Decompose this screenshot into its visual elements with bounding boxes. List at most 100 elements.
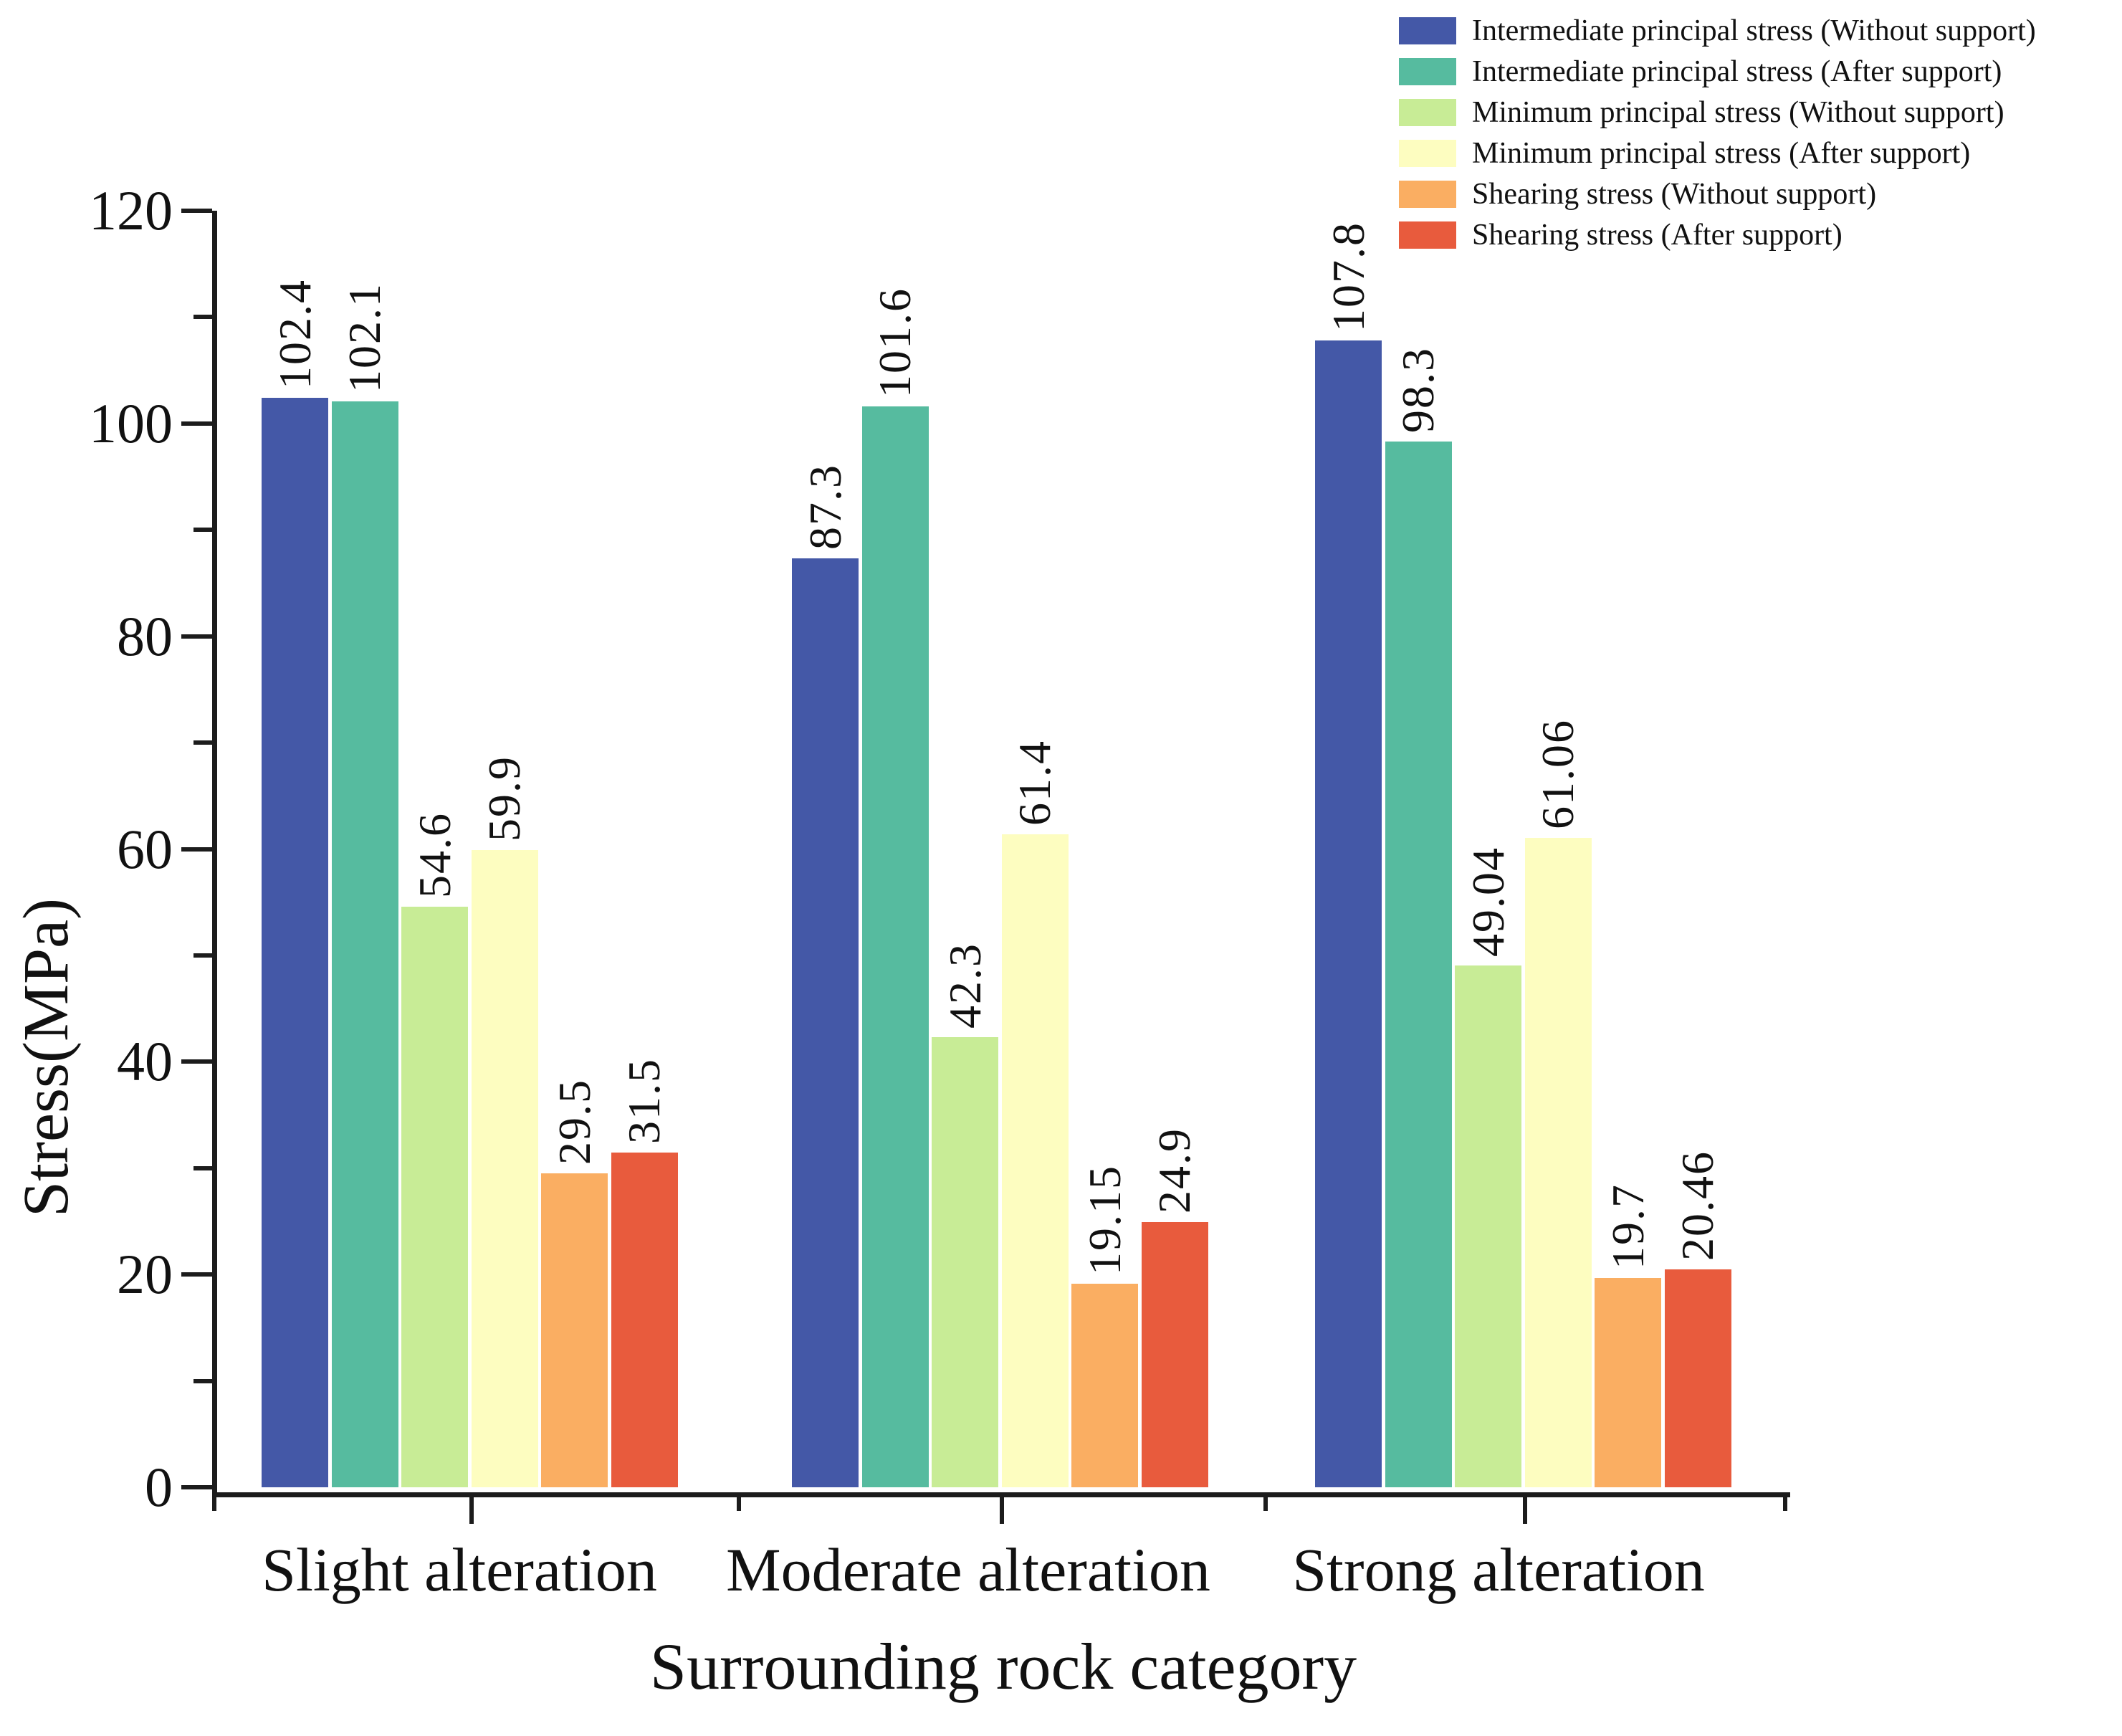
bar-value-label-wrap: 49.04 bbox=[1460, 846, 1517, 957]
bar-value-label-wrap: 42.3 bbox=[937, 943, 994, 1029]
bar-value-label: 107.8 bbox=[1322, 221, 1374, 333]
bar-value-label-wrap: 102.1 bbox=[336, 282, 393, 393]
y-axis-title-wrap: Stress(MPa) bbox=[7, 573, 86, 1541]
legend-label: Intermediate principal stress (After sup… bbox=[1472, 54, 2002, 88]
x-boundary-tick bbox=[1263, 1492, 1268, 1511]
y-major-tick bbox=[181, 1059, 212, 1064]
bar bbox=[262, 398, 328, 1487]
bar-value-label-wrap: 98.3 bbox=[1390, 347, 1447, 433]
bar-value-label-wrap: 61.06 bbox=[1529, 719, 1587, 829]
bar bbox=[1524, 837, 1592, 1487]
bar-value-label-wrap: 24.9 bbox=[1146, 1127, 1203, 1213]
legend-item: Minimum principal stress (Without suppor… bbox=[1399, 92, 2036, 133]
y-tick-label: 100 bbox=[89, 391, 173, 454]
y-tick-label: 40 bbox=[117, 1030, 173, 1093]
x-category-label: Moderate alteration bbox=[726, 1535, 1210, 1604]
y-minor-tick bbox=[193, 1165, 212, 1170]
bar bbox=[861, 406, 929, 1487]
legend-item: Shearing stress (After support) bbox=[1399, 214, 2036, 255]
legend-item: Shearing stress (Without support) bbox=[1399, 173, 2036, 214]
x-boundary-tick bbox=[1783, 1492, 1787, 1511]
bar bbox=[1071, 1283, 1138, 1487]
legend: Intermediate principal stress (Without s… bbox=[1399, 10, 2036, 255]
y-minor-tick bbox=[193, 953, 212, 958]
x-group-center-tick bbox=[999, 1492, 1004, 1524]
legend-swatch bbox=[1399, 98, 1456, 126]
bar-value-label: 24.9 bbox=[1149, 1127, 1200, 1214]
bar-value-label: 29.5 bbox=[548, 1079, 600, 1165]
bar bbox=[792, 558, 859, 1487]
bar-value-label: 101.6 bbox=[869, 287, 920, 399]
legend-item: Minimum principal stress (After support) bbox=[1399, 133, 2036, 173]
bar-value-label: 61.4 bbox=[1009, 739, 1060, 826]
x-group-center-tick bbox=[1522, 1492, 1527, 1524]
y-tick-label: 20 bbox=[117, 1243, 173, 1306]
bar-value-label-wrap: 59.9 bbox=[476, 755, 533, 841]
bar-value-label-wrap: 20.46 bbox=[1669, 1150, 1726, 1261]
x-group-center-tick bbox=[469, 1492, 474, 1524]
bar-value-label: 19.7 bbox=[1602, 1183, 1653, 1269]
legend-label: Shearing stress (After support) bbox=[1472, 218, 1843, 252]
legend-label: Minimum principal stress (Without suppor… bbox=[1472, 95, 2004, 129]
bar-value-label: 61.06 bbox=[1532, 718, 1583, 829]
bar bbox=[932, 1037, 998, 1487]
plot-area: Surrounding rock category 0 20 40 60 80 100 12… bbox=[89, 183, 1790, 1699]
legend-swatch bbox=[1399, 57, 1456, 85]
bar-value-label: 49.04 bbox=[1462, 846, 1514, 958]
bar bbox=[1315, 340, 1382, 1487]
bar-value-label-wrap: 87.3 bbox=[797, 464, 854, 550]
y-major-tick bbox=[181, 421, 212, 426]
plot-inner: Surrounding rock category 0 20 40 60 80 100 12… bbox=[89, 183, 1787, 1699]
bar-value-label-wrap: 19.7 bbox=[1600, 1183, 1657, 1269]
bar bbox=[401, 906, 468, 1487]
bar-value-label: 19.15 bbox=[1079, 1164, 1130, 1275]
bar bbox=[1455, 965, 1521, 1487]
bar-value-label: 102.4 bbox=[269, 279, 320, 390]
y-major-tick bbox=[181, 634, 212, 639]
bar-value-label: 42.3 bbox=[939, 943, 990, 1029]
legend-item: Intermediate principal stress (Without s… bbox=[1399, 10, 2036, 51]
bar-value-label: 31.5 bbox=[618, 1057, 669, 1144]
bar-value-label: 102.1 bbox=[339, 282, 390, 393]
bar bbox=[1001, 834, 1069, 1487]
legend-swatch bbox=[1399, 139, 1456, 167]
bar-value-label-wrap: 102.4 bbox=[267, 279, 324, 389]
y-major-tick bbox=[181, 1272, 212, 1277]
bar-value-label: 98.3 bbox=[1392, 347, 1443, 434]
x-category-label: Slight alteration bbox=[262, 1535, 657, 1604]
bar-value-label: 20.46 bbox=[1672, 1150, 1723, 1262]
y-major-tick bbox=[181, 1485, 212, 1489]
x-axis-title: Surrounding rock category bbox=[649, 1630, 1357, 1703]
bar-value-label-wrap: 101.6 bbox=[866, 287, 924, 398]
x-boundary-tick bbox=[736, 1492, 741, 1511]
x-boundary-tick bbox=[212, 1492, 216, 1511]
y-tick-label: 120 bbox=[89, 179, 173, 242]
bar bbox=[611, 1152, 678, 1487]
bar bbox=[331, 401, 398, 1487]
y-minor-tick bbox=[193, 528, 212, 533]
bar-value-label-wrap: 61.4 bbox=[1006, 740, 1064, 826]
bar bbox=[541, 1173, 608, 1487]
y-minor-tick bbox=[193, 740, 212, 745]
bar-value-label-wrap: 29.5 bbox=[546, 1079, 603, 1165]
legend-swatch bbox=[1399, 221, 1456, 249]
bar-value-label-wrap: 19.15 bbox=[1076, 1165, 1134, 1275]
y-axis-title: Stress(MPa) bbox=[11, 897, 82, 1217]
bar-value-label: 87.3 bbox=[799, 464, 851, 550]
legend-item: Intermediate principal stress (After sup… bbox=[1399, 51, 2036, 92]
legend-label: Shearing stress (Without support) bbox=[1472, 177, 1877, 211]
y-major-tick bbox=[181, 846, 212, 852]
legend-swatch bbox=[1399, 16, 1456, 44]
y-tick-label: 60 bbox=[117, 817, 173, 880]
bar-value-label-wrap: 54.6 bbox=[406, 812, 464, 898]
bar bbox=[471, 849, 538, 1487]
y-major-tick bbox=[181, 209, 212, 213]
bar bbox=[1664, 1269, 1731, 1487]
legend-swatch bbox=[1399, 180, 1456, 208]
legend-label: Minimum principal stress (After support) bbox=[1472, 136, 1971, 170]
legend-label: Intermediate principal stress (Without s… bbox=[1472, 14, 2036, 47]
bar-value-label: 59.9 bbox=[479, 755, 530, 841]
bar bbox=[1385, 442, 1452, 1487]
x-category-label: Strong alteration bbox=[1292, 1535, 1705, 1604]
